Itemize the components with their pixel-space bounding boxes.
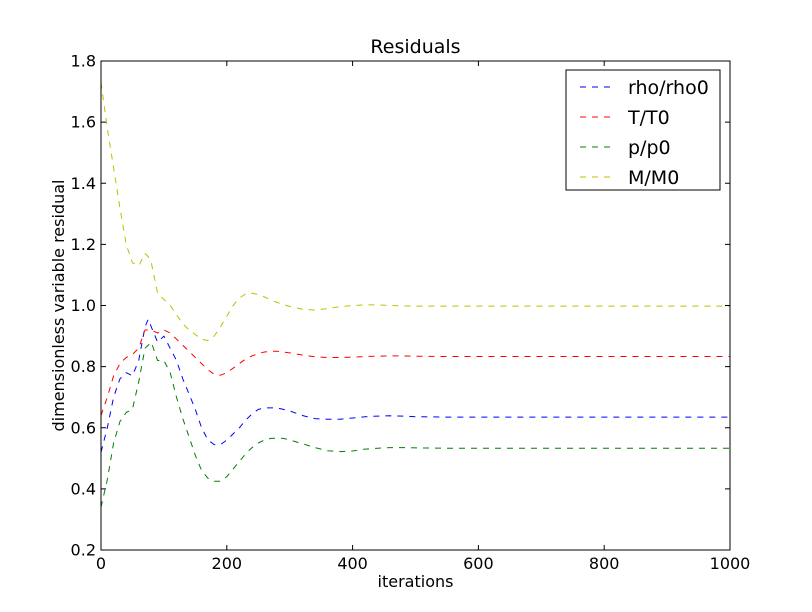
x-tick-label-1: 200 bbox=[212, 554, 243, 573]
ticks-layer: 0 200 400 600 800 1000 0.2 0.4 0.6 0.8 1.0 1.2 1.4 1.… bbox=[71, 52, 751, 574]
legend-label-0: rho/rho0 bbox=[628, 77, 709, 99]
y-tick-label-7: 1.6 bbox=[71, 113, 96, 132]
legend-label-3: M/M0 bbox=[628, 167, 679, 189]
x-tick-label-0: 0 bbox=[96, 554, 106, 573]
y-tick-label-1: 0.4 bbox=[71, 479, 96, 498]
legend: rho/rho0 T/T0 p/p0 M/M0 bbox=[565, 69, 721, 191]
y-tick-label-4: 1.0 bbox=[71, 296, 96, 315]
legend-label-2: p/p0 bbox=[628, 137, 671, 159]
series-line-1 bbox=[100, 329, 730, 416]
y-axis-title: dimensionless variable residual bbox=[49, 180, 68, 432]
x-tick-label-2: 400 bbox=[337, 554, 368, 573]
legend-label-1: T/T0 bbox=[627, 107, 670, 129]
y-tick-label-3: 0.8 bbox=[71, 357, 96, 376]
y-tick-label-5: 1.2 bbox=[71, 235, 96, 254]
series-line-0 bbox=[100, 318, 730, 453]
y-tick-label-8: 1.8 bbox=[71, 52, 96, 71]
x-axis-title: iterations bbox=[378, 572, 454, 591]
x-tick-label-5: 1000 bbox=[710, 554, 751, 573]
legend-box bbox=[565, 69, 721, 191]
x-tick-label-4: 800 bbox=[589, 554, 620, 573]
series-line-3 bbox=[100, 82, 730, 342]
y-tick-label-0: 0.2 bbox=[71, 541, 96, 560]
series-line-2 bbox=[100, 341, 730, 508]
chart-title: Residuals bbox=[370, 36, 460, 58]
y-tick-label-2: 0.6 bbox=[71, 418, 96, 437]
x-tick-label-3: 600 bbox=[463, 554, 494, 573]
series-layer bbox=[100, 82, 730, 508]
y-tick-label-6: 1.4 bbox=[71, 174, 96, 193]
